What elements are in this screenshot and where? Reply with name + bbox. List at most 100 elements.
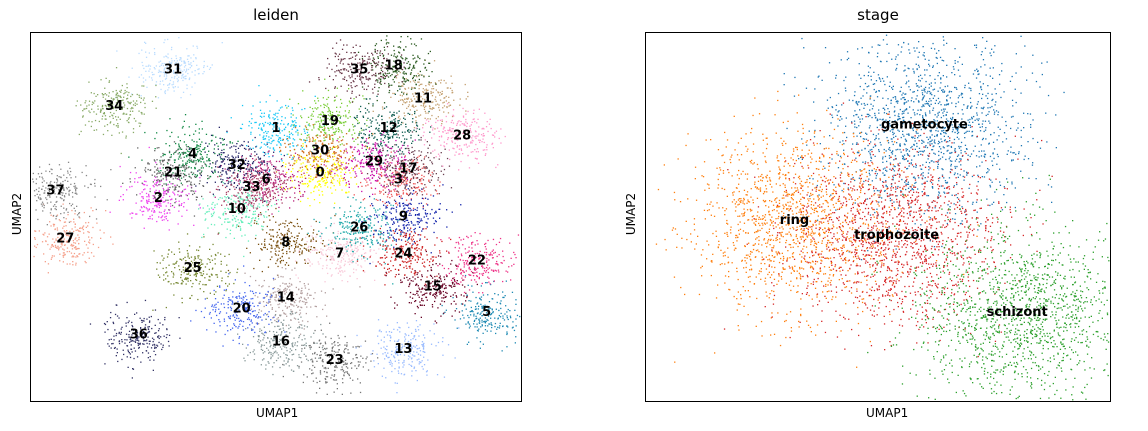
cell-point xyxy=(405,46,407,48)
cell-point xyxy=(437,177,440,179)
cell-point xyxy=(246,207,248,209)
cell-point xyxy=(335,128,337,130)
cell-point xyxy=(413,43,416,45)
cell-point xyxy=(227,221,229,223)
cell-point xyxy=(325,249,327,252)
cell-point xyxy=(413,192,415,195)
cell-point xyxy=(429,181,431,183)
cell-point xyxy=(409,282,411,284)
cell-point xyxy=(446,87,448,89)
cell-point xyxy=(254,294,256,297)
cell-point xyxy=(500,300,502,302)
cell-point xyxy=(425,105,427,107)
cell-point xyxy=(388,178,390,181)
cell-point xyxy=(244,272,246,274)
cell-point xyxy=(270,238,272,240)
cell-point xyxy=(299,226,301,228)
cell-point xyxy=(401,347,403,349)
cell-point xyxy=(190,167,192,169)
cell-point xyxy=(320,168,322,171)
cell-point xyxy=(156,173,158,175)
cell-point xyxy=(267,181,269,183)
cell-point xyxy=(484,320,486,322)
cell-point xyxy=(381,375,383,377)
cell-point xyxy=(418,363,420,365)
cell-point xyxy=(463,264,466,266)
cell-point xyxy=(257,161,260,163)
cell-point xyxy=(413,231,416,233)
cell-point xyxy=(427,52,430,55)
cell-point xyxy=(295,299,297,301)
cell-point xyxy=(415,120,417,122)
cell-point xyxy=(423,345,425,347)
cell-point xyxy=(417,290,419,293)
cell-point xyxy=(496,328,498,330)
cell-point xyxy=(309,261,311,263)
cell-point xyxy=(354,252,356,255)
cell-point xyxy=(398,225,400,227)
cell-point xyxy=(423,356,425,358)
cell-point xyxy=(386,349,388,351)
cell-point xyxy=(290,309,292,311)
cell-point xyxy=(393,222,395,224)
cell-point xyxy=(281,116,283,118)
cell-point xyxy=(432,285,434,287)
cell-point xyxy=(194,130,197,132)
cell-point xyxy=(419,178,422,180)
cell-point xyxy=(371,187,373,189)
cell-point xyxy=(448,105,450,107)
cell-point xyxy=(281,160,283,162)
cell-point xyxy=(413,129,415,131)
cell-point xyxy=(164,191,166,193)
cell-point xyxy=(190,183,192,185)
cell-point xyxy=(272,355,274,357)
cell-point xyxy=(391,166,393,169)
cell-point xyxy=(320,248,322,250)
cell-point xyxy=(441,341,444,343)
cell-point xyxy=(469,311,471,313)
cell-point xyxy=(426,141,428,143)
cell-point xyxy=(235,211,237,213)
cell-point xyxy=(218,312,221,315)
cell-point xyxy=(279,137,281,139)
cell-point xyxy=(419,168,422,171)
cell-point xyxy=(308,177,310,179)
cell-point xyxy=(340,98,342,101)
cell-point xyxy=(306,241,308,243)
cell-point xyxy=(197,160,200,163)
cell-point xyxy=(396,392,398,394)
cell-point xyxy=(307,169,309,171)
cell-point xyxy=(382,73,384,75)
cell-point xyxy=(204,147,206,149)
cell-point xyxy=(371,132,373,135)
cell-point xyxy=(474,279,476,281)
cell-point xyxy=(164,153,166,156)
cell-point xyxy=(177,169,179,172)
cell-point xyxy=(428,180,430,182)
cell-point xyxy=(408,189,411,191)
cell-point xyxy=(402,103,404,106)
cell-point xyxy=(462,244,464,246)
cell-point xyxy=(334,163,337,166)
cell-point xyxy=(308,259,310,261)
cell-point xyxy=(170,205,172,207)
cell-point xyxy=(444,311,446,313)
cell-point xyxy=(412,104,414,106)
cell-point xyxy=(402,211,404,214)
cell-point xyxy=(402,205,405,207)
cell-point xyxy=(185,152,187,154)
cell-point xyxy=(240,319,242,321)
cell-point xyxy=(506,331,508,333)
cell-point xyxy=(376,149,378,151)
cell-point xyxy=(290,299,292,301)
cell-point xyxy=(341,280,343,282)
cell-point xyxy=(406,172,408,174)
cell-point xyxy=(411,332,413,334)
cell-point xyxy=(365,148,367,151)
cell-point xyxy=(259,340,262,342)
cell-point xyxy=(252,302,254,304)
cell-point xyxy=(327,248,329,250)
cell-point xyxy=(438,291,440,293)
cell-point xyxy=(141,196,143,198)
cell-point xyxy=(272,155,274,157)
